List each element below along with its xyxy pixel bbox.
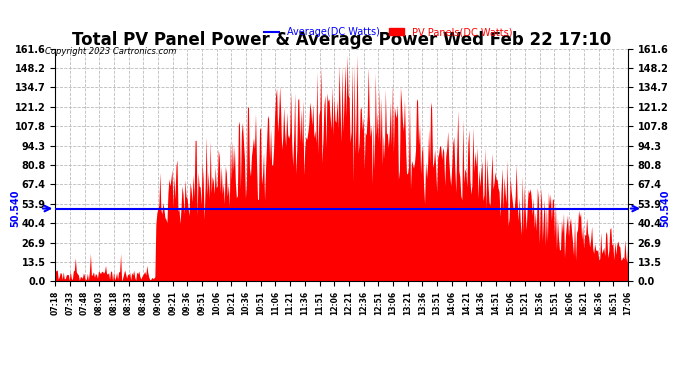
Title: Total PV Panel Power & Average Power Wed Feb 22 17:10: Total PV Panel Power & Average Power Wed… bbox=[72, 31, 611, 49]
Text: Copyright 2023 Cartronics.com: Copyright 2023 Cartronics.com bbox=[45, 47, 176, 56]
Legend: Average(DC Watts), PV Panels(DC Watts): Average(DC Watts), PV Panels(DC Watts) bbox=[261, 23, 516, 41]
Text: 50.540: 50.540 bbox=[10, 190, 20, 227]
Text: 50.540: 50.540 bbox=[660, 190, 670, 227]
